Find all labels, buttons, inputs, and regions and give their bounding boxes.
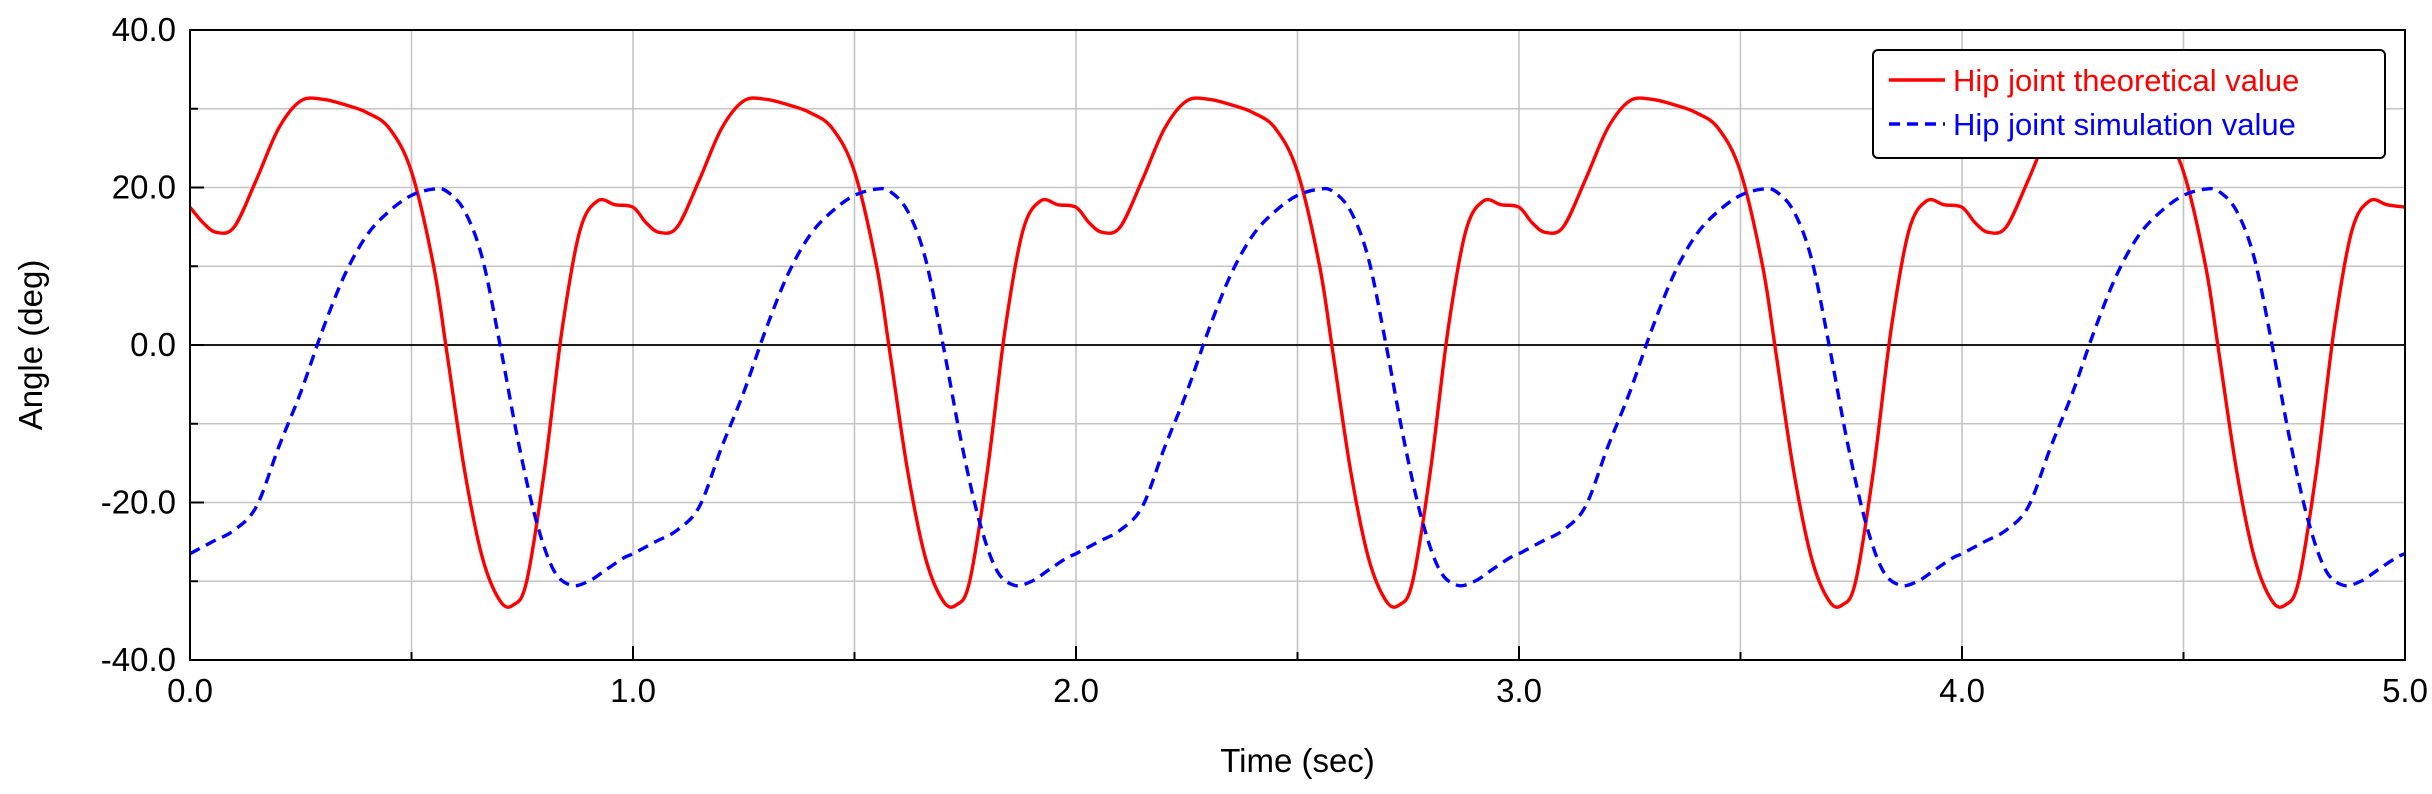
y-tick-label: 40.0 [112, 11, 176, 48]
x-tick-label: 2.0 [1053, 672, 1099, 709]
x-tick-label: 4.0 [1939, 672, 1985, 709]
x-tick-label: 3.0 [1496, 672, 1542, 709]
series-line-simulation [189, 186, 2406, 588]
legend-box [1872, 49, 2386, 159]
x-tick-label: 5.0 [2382, 672, 2428, 709]
ticks [189, 29, 2406, 661]
tick-labels: 0.0 1.0 2.0 3.0 4.0 5.0 -40.0 -20.0 0.0 20.0 40.0 [101, 11, 2428, 709]
y-tick-label: 0.0 [130, 326, 176, 363]
x-tick-label: 1.0 [610, 672, 656, 709]
legend: Hip joint theoretical value Hip joint si… [1872, 49, 2386, 159]
legend-label-theoretical: Hip joint theoretical value [1953, 63, 2299, 98]
y-tick-label: -20.0 [101, 484, 176, 521]
y-tick-label: 20.0 [112, 169, 176, 206]
y-tick-label: -40.0 [101, 641, 176, 678]
series-line-theoretical [188, 96, 2406, 609]
x-axis-title: Time (sec) [1220, 742, 1375, 779]
x-tick-label: 0.0 [167, 672, 213, 709]
series-layer [188, 96, 2406, 609]
y-axis-title: Angle (deg) [12, 260, 49, 431]
legend-label-simulation: Hip joint simulation value [1953, 107, 2296, 142]
